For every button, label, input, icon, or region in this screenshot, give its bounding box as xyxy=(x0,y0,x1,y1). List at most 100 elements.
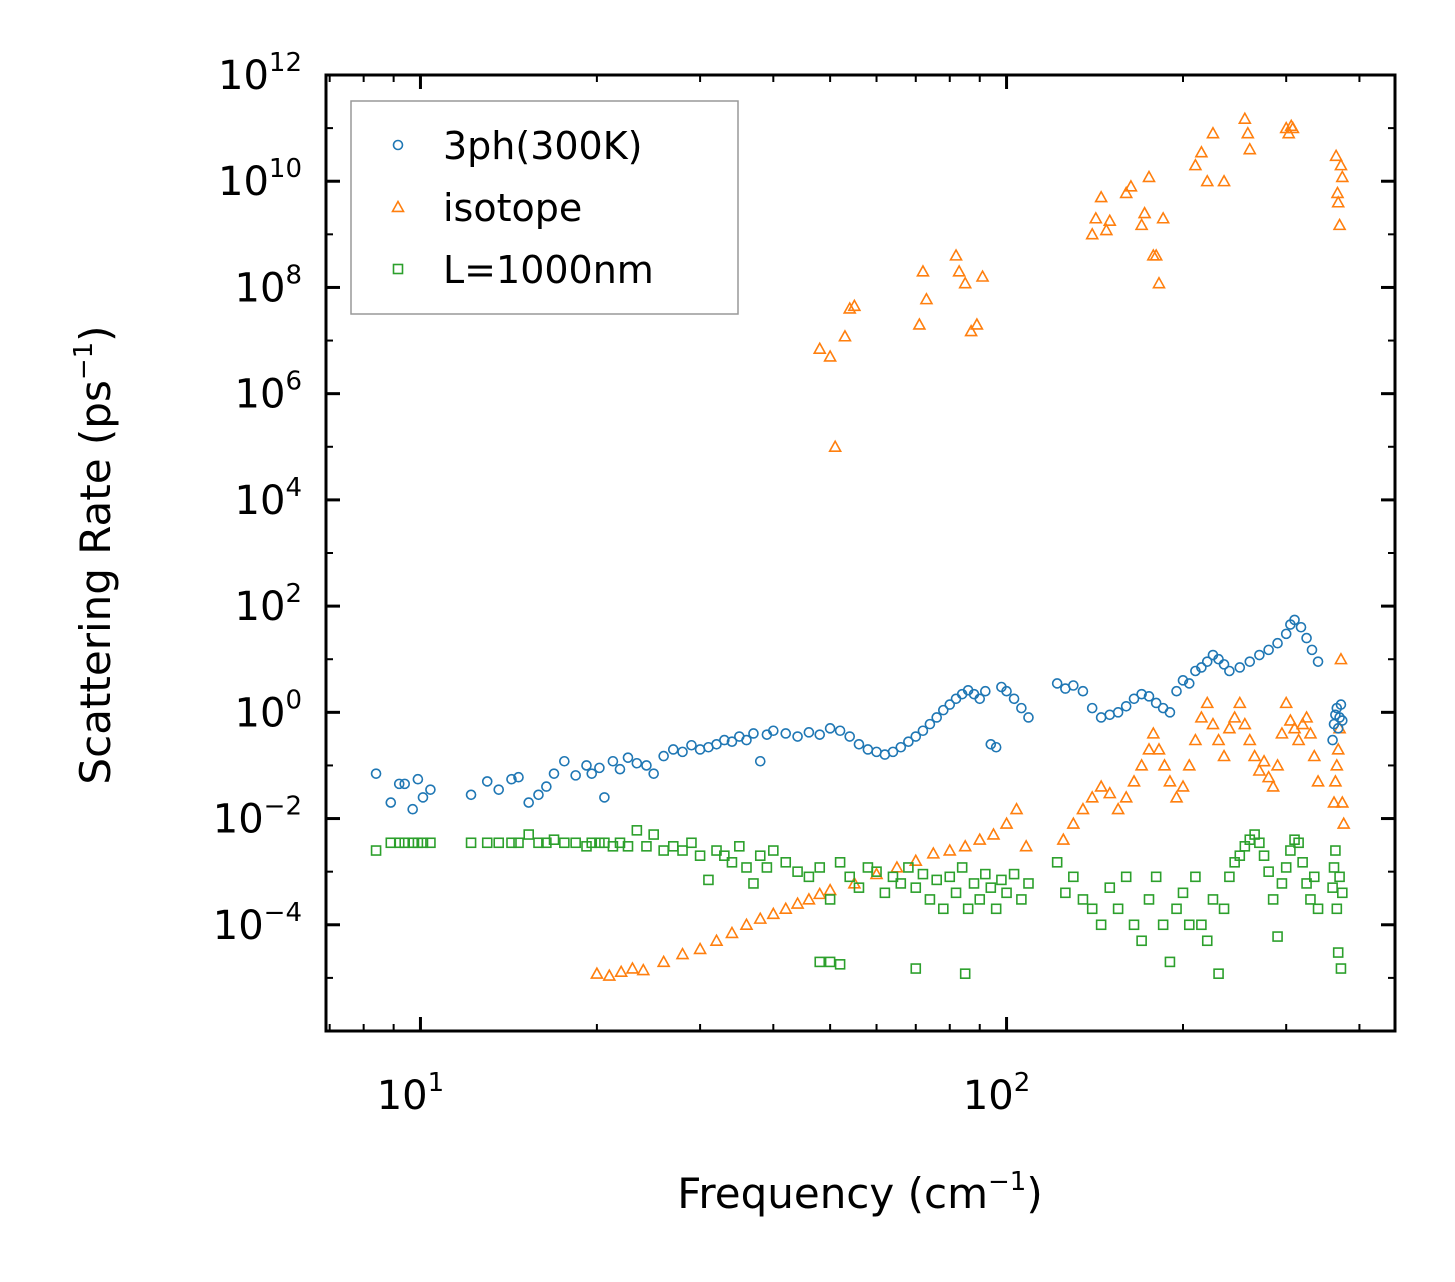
data-point-square xyxy=(1305,894,1316,905)
data-point-triangle xyxy=(1163,774,1177,787)
data-point-triangle xyxy=(1119,185,1134,199)
data-point-triangle xyxy=(1334,158,1348,171)
data-point-square xyxy=(1330,845,1341,856)
data-point-square xyxy=(1213,968,1224,979)
data-point-square xyxy=(959,968,971,979)
data-point-square xyxy=(834,857,846,868)
data-point-circle xyxy=(1068,680,1079,691)
y-tick-label: 106 xyxy=(235,367,302,418)
data-point-square xyxy=(523,829,534,840)
data-point-circle xyxy=(990,741,1002,753)
data-point-square xyxy=(481,837,493,849)
data-point-circle xyxy=(924,718,936,730)
data-point-triangle xyxy=(1085,227,1100,240)
data-point-square xyxy=(924,894,936,905)
data-point-circle xyxy=(768,725,779,737)
data-point-square xyxy=(1177,887,1189,899)
data-point-triangle xyxy=(1152,276,1166,289)
data-point-circle xyxy=(648,768,659,779)
data-point-circle xyxy=(399,778,411,790)
data-point-square xyxy=(586,837,598,849)
data-point-circle xyxy=(803,727,815,738)
data-point-triangle xyxy=(970,317,984,330)
data-point-triangle xyxy=(1188,158,1203,171)
data-point-triangle xyxy=(1094,190,1108,203)
data-point-circle xyxy=(814,729,826,740)
data-point-circle xyxy=(1023,712,1034,723)
plot-area-points xyxy=(370,111,1351,981)
data-point-triangle xyxy=(1088,211,1103,224)
data-point-square xyxy=(1183,919,1195,931)
data-point-square xyxy=(607,841,619,852)
data-point-square xyxy=(761,862,773,873)
data-point-circle xyxy=(559,755,570,767)
legend-marker-circle xyxy=(392,139,404,151)
data-point-square xyxy=(887,871,899,883)
data-point-triangle xyxy=(1242,732,1257,746)
data-point-triangle xyxy=(1127,774,1141,787)
data-point-square xyxy=(1136,935,1147,947)
data-point-square xyxy=(1008,868,1020,880)
data-point-circle xyxy=(1164,707,1176,718)
y-axis-label: Scattering Rate (ps−1) xyxy=(69,325,120,784)
data-point-circle xyxy=(1001,685,1012,697)
data-point-square xyxy=(1335,963,1347,974)
data-point-triangle xyxy=(869,866,884,880)
data-point-square xyxy=(1331,903,1343,915)
data-point-square xyxy=(614,837,626,849)
data-point-square xyxy=(910,963,922,974)
data-point-triangle xyxy=(916,264,930,277)
data-point-square xyxy=(548,834,560,845)
data-point-square xyxy=(1267,894,1279,905)
series-3ph(300K) xyxy=(370,614,1348,815)
data-point-square xyxy=(1196,919,1207,931)
data-point-square xyxy=(938,903,949,915)
data-point-square xyxy=(1332,947,1344,958)
data-point-circle xyxy=(711,739,722,750)
data-point-triangle xyxy=(1286,120,1300,134)
data-point-square xyxy=(559,837,570,849)
data-point-triangle xyxy=(802,892,816,905)
data-point-triangle xyxy=(1142,742,1156,755)
data-point-circle xyxy=(425,784,436,795)
data-point-square xyxy=(980,868,991,880)
y-tick-label: 100 xyxy=(235,685,302,736)
data-point-circle xyxy=(385,797,397,808)
data-point-triangle xyxy=(1222,721,1237,734)
data-point-square xyxy=(631,825,643,836)
data-point-circle xyxy=(1120,700,1132,712)
data-point-square xyxy=(1190,871,1201,883)
data-point-square xyxy=(834,959,846,970)
data-point-square xyxy=(1077,894,1089,905)
tick-labels: 101 102 10−4 10−2 100 102 104 106 108 1010 1012 xyxy=(213,48,1031,1119)
data-point-triangle xyxy=(1102,213,1117,226)
data-point-circle xyxy=(506,773,517,785)
data-point-circle xyxy=(1150,697,1162,709)
x-tick-label: 102 xyxy=(963,1068,1030,1119)
legend-marker-square xyxy=(392,263,404,275)
data-point-square xyxy=(814,956,826,968)
data-point-triangle xyxy=(958,276,973,289)
data-point-triangle xyxy=(602,968,617,981)
data-point-square xyxy=(1051,857,1063,868)
data-point-triangle xyxy=(1261,770,1276,783)
data-point-square xyxy=(570,837,581,849)
data-point-triangle xyxy=(1307,748,1322,762)
data-point-circle xyxy=(581,760,592,771)
data-point-triangle xyxy=(1102,786,1117,799)
x-tick-label: 101 xyxy=(377,1068,444,1119)
data-point-circle xyxy=(895,741,907,753)
data-point-square xyxy=(748,878,759,889)
data-point-circle xyxy=(1112,707,1124,718)
data-point-triangle xyxy=(1266,779,1281,792)
data-point-square xyxy=(990,903,1002,915)
data-point-square xyxy=(824,894,836,905)
data-point-triangle xyxy=(1217,174,1231,187)
data-point-triangle xyxy=(1328,774,1343,787)
series-L=1000nm xyxy=(370,825,1348,979)
data-point-triangle xyxy=(1232,695,1247,709)
data-point-triangle xyxy=(1076,802,1090,815)
data-point-triangle xyxy=(1327,795,1341,808)
data-point-circle xyxy=(741,734,752,746)
y-tick-label: 1010 xyxy=(218,154,302,205)
